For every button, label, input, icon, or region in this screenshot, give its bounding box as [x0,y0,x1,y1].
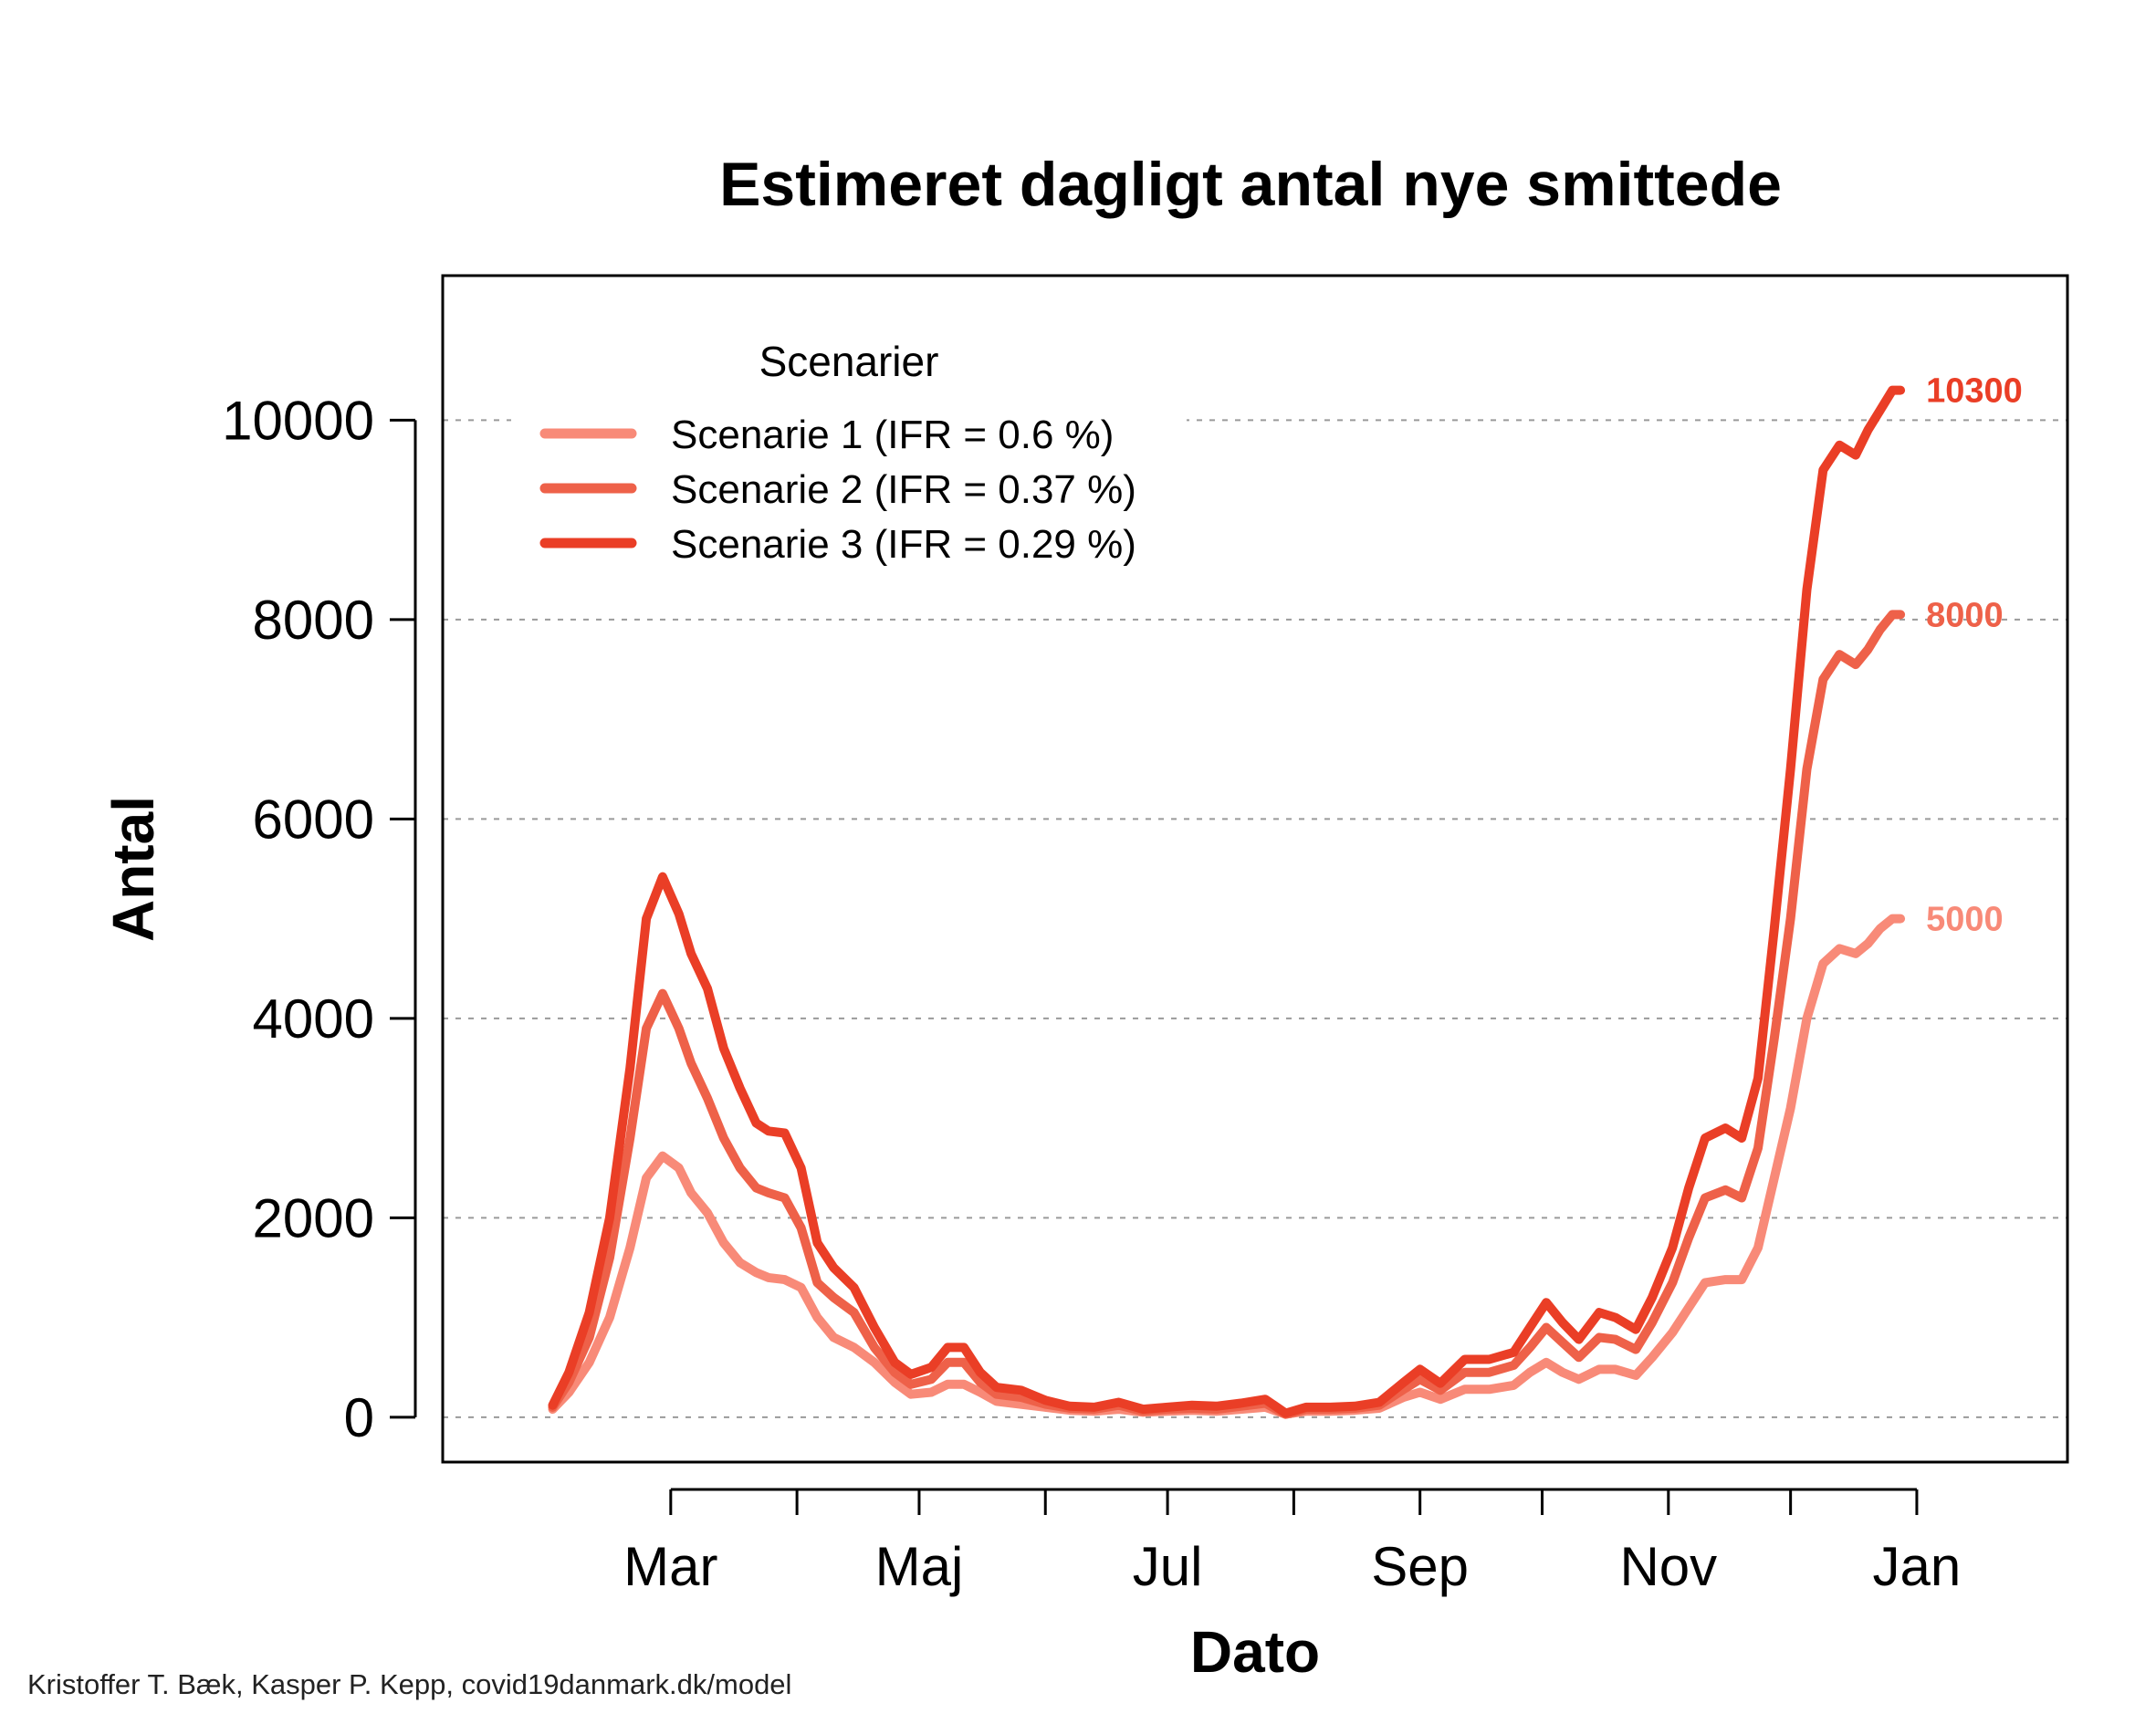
series-end-label-1: 5000 [1926,901,2004,939]
y-tick-label: 2000 [253,1187,374,1249]
series-end-label-3: 10300 [1926,372,2023,411]
y-axis: 0 2000 4000 6000 8000 10000 [222,390,417,1448]
y-tick-label: 10000 [222,390,374,451]
series-end-label-2: 8000 [1926,596,2004,634]
x-axis-title: Dato [1190,1619,1320,1685]
x-tick-label: Sep [1371,1536,1469,1597]
legend-label-3: Scenarie 3 (IFR = 0.29 %) [671,522,1136,567]
series-layer: 5000 8000 10300 [548,372,2023,1419]
legend-title: Scenarier [759,338,939,385]
y-tick-label: 4000 [253,988,374,1050]
legend-label-2: Scenarie 2 (IFR = 0.37 %) [671,467,1136,512]
y-axis-title: Antal [100,796,166,942]
x-tick-label: Jan [1873,1536,1962,1597]
x-tick-label: Maj [875,1536,964,1597]
plot-frame [441,274,2069,1464]
chart-title: Estimeret dagligt antal nye smittede [719,150,1782,219]
legend: Scenarier Scenarie 1 (IFR = 0.6 %) Scenari… [511,338,1187,584]
y-tick-label: 8000 [253,590,374,651]
x-tick-label: Mar [623,1536,717,1597]
y-tick-label: 6000 [253,789,374,850]
x-tick-label: Nov [1619,1536,1717,1597]
x-axis: Mar Maj Jul Sep Nov Jan [623,1488,1962,1597]
series-line-3 [548,385,1906,1418]
credit-text: Kristoffer T. Bæk, Kasper P. Kepp, covid… [27,1668,792,1700]
x-tick-label: Jul [1133,1536,1203,1597]
legend-label-1: Scenarie 1 (IFR = 0.6 %) [671,413,1114,457]
y-tick-label: 0 [344,1387,374,1448]
